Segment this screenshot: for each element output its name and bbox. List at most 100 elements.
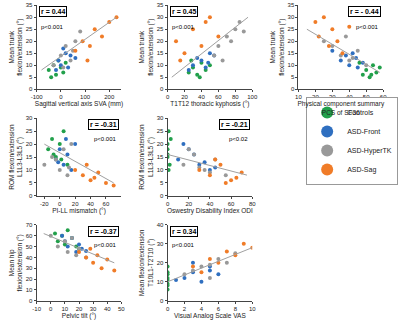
svg-text:30: 30	[157, 14, 164, 20]
svg-text:0: 0	[58, 201, 62, 207]
svg-text:100: 100	[80, 94, 91, 100]
svg-text:40: 40	[87, 201, 94, 207]
svg-text:0: 0	[166, 306, 170, 312]
svg-text:25: 25	[288, 26, 295, 32]
svg-text:15: 15	[157, 154, 164, 160]
svg-text:ASD-Sag: ASD-Sag	[347, 166, 376, 174]
svg-text:0: 0	[29, 298, 33, 304]
svg-text:ASD-Front: ASD-Front	[347, 128, 380, 135]
svg-text:35: 35	[26, 2, 33, 8]
svg-text:50: 50	[118, 306, 125, 312]
svg-text:0: 0	[29, 86, 33, 92]
svg-text:100: 100	[247, 94, 258, 100]
svg-text:25: 25	[157, 26, 164, 32]
svg-text:15: 15	[157, 50, 164, 56]
svg-text:p<0.02: p<0.02	[229, 136, 248, 142]
svg-text:25: 25	[157, 128, 164, 134]
svg-text:30: 30	[288, 14, 295, 20]
svg-text:10: 10	[26, 167, 33, 173]
svg-text:60: 60	[26, 233, 33, 239]
svg-text:15: 15	[288, 50, 295, 56]
svg-text:Controls: Controls	[347, 109, 374, 116]
svg-text:0: 0	[166, 94, 170, 100]
svg-text:5: 5	[160, 180, 164, 186]
svg-text:PI-LL mismatch (°): PI-LL mismatch (°)	[52, 207, 106, 215]
svg-text:20: 20	[181, 94, 188, 100]
svg-text:70: 70	[26, 222, 33, 228]
svg-text:Pelvic tilt (°): Pelvic tilt (°)	[62, 312, 96, 320]
svg-text:30: 30	[157, 115, 164, 121]
svg-text:Mean trunkflexion/extension (°: Mean trunkflexion/extension (°)	[8, 19, 24, 76]
svg-text:-20: -20	[40, 201, 49, 207]
svg-text:r = 0.34: r = 0.34	[172, 228, 196, 235]
svg-text:10: 10	[295, 94, 302, 100]
svg-text:8: 8	[234, 306, 238, 312]
svg-text:20: 20	[26, 141, 33, 147]
svg-text:0: 0	[160, 86, 164, 92]
svg-text:Physical component summaryPCS: Physical component summaryPCS of SF36	[297, 100, 384, 115]
svg-text:35: 35	[157, 2, 164, 8]
svg-text:50: 50	[26, 244, 33, 250]
svg-text:-100: -100	[31, 94, 44, 100]
svg-text:30: 30	[157, 241, 164, 247]
svg-text:ROM flexion/extensionL1L3-L3L5: ROM flexion/extensionL1L3-L3L5 (°)	[138, 124, 154, 190]
svg-text:20: 20	[76, 306, 83, 312]
svg-text:0: 0	[59, 94, 63, 100]
svg-text:5: 5	[291, 74, 295, 80]
svg-text:Visual Analog Scale VAS: Visual Analog Scale VAS	[174, 312, 246, 320]
svg-text:60: 60	[228, 201, 235, 207]
svg-text:Mean flexion/extensionT10L1-T2: Mean flexion/extensionT10L1-T2T10 (°)	[138, 229, 154, 296]
svg-text:5: 5	[160, 74, 164, 80]
svg-text:20: 20	[185, 201, 192, 207]
svg-text:2: 2	[183, 306, 187, 312]
svg-text:20: 20	[26, 276, 33, 282]
svg-text:0: 0	[166, 201, 170, 207]
svg-text:0: 0	[29, 193, 33, 199]
svg-text:20: 20	[157, 38, 164, 44]
svg-text:-10: -10	[32, 306, 41, 312]
svg-text:30: 30	[26, 115, 33, 121]
svg-text:40: 40	[198, 94, 205, 100]
svg-text:60: 60	[215, 94, 222, 100]
svg-text:ASD-HyperTK: ASD-HyperTK	[347, 147, 392, 155]
svg-text:20: 20	[72, 201, 79, 207]
svg-text:Sagittal vertical axis SVA (mm: Sagittal vertical axis SVA (mm)	[35, 100, 123, 108]
svg-text:20: 20	[157, 141, 164, 147]
svg-text:p<0.001: p<0.001	[172, 24, 195, 30]
svg-text:20: 20	[288, 38, 295, 44]
svg-text:25: 25	[26, 26, 33, 32]
svg-text:80: 80	[249, 201, 256, 207]
svg-text:Oswestry Disability Index ODI: Oswestry Disability Index ODI	[167, 207, 253, 215]
svg-text:200: 200	[104, 94, 115, 100]
svg-text:40: 40	[207, 201, 214, 207]
svg-text:r = 0.44: r = 0.44	[41, 8, 65, 15]
svg-text:4: 4	[200, 306, 204, 312]
svg-text:6: 6	[217, 306, 221, 312]
svg-text:0: 0	[160, 193, 164, 199]
svg-text:p<0.001: p<0.001	[41, 24, 64, 30]
svg-text:10: 10	[62, 306, 69, 312]
svg-text:r = - 0.44: r = - 0.44	[350, 8, 379, 15]
svg-text:5: 5	[29, 74, 33, 80]
svg-text:10: 10	[26, 287, 33, 293]
svg-text:20: 20	[26, 38, 33, 44]
svg-text:T1T12 thoracic kyphosis (°): T1T12 thoracic kyphosis (°)	[170, 100, 249, 108]
svg-text:20: 20	[157, 260, 164, 266]
svg-text:80: 80	[232, 94, 239, 100]
svg-text:25: 25	[26, 128, 33, 134]
svg-text:15: 15	[26, 154, 33, 160]
svg-text:0: 0	[160, 298, 164, 304]
svg-text:10: 10	[249, 306, 256, 312]
svg-text:10: 10	[157, 279, 164, 285]
svg-text:p<0.001: p<0.001	[356, 24, 379, 30]
svg-text:60: 60	[103, 201, 110, 207]
svg-text:30: 30	[90, 306, 97, 312]
svg-text:r = 0.45: r = 0.45	[172, 8, 196, 15]
svg-text:ROM flexion/extensionL1L3-L3L5: ROM flexion/extensionL1L3-L3L5 (°)	[8, 124, 24, 190]
svg-text:30: 30	[26, 265, 33, 271]
svg-text:p<0.001: p<0.001	[94, 136, 117, 142]
svg-text:10: 10	[157, 167, 164, 173]
svg-text:5: 5	[29, 180, 33, 186]
svg-text:30: 30	[26, 14, 33, 20]
svg-text:40: 40	[104, 306, 111, 312]
